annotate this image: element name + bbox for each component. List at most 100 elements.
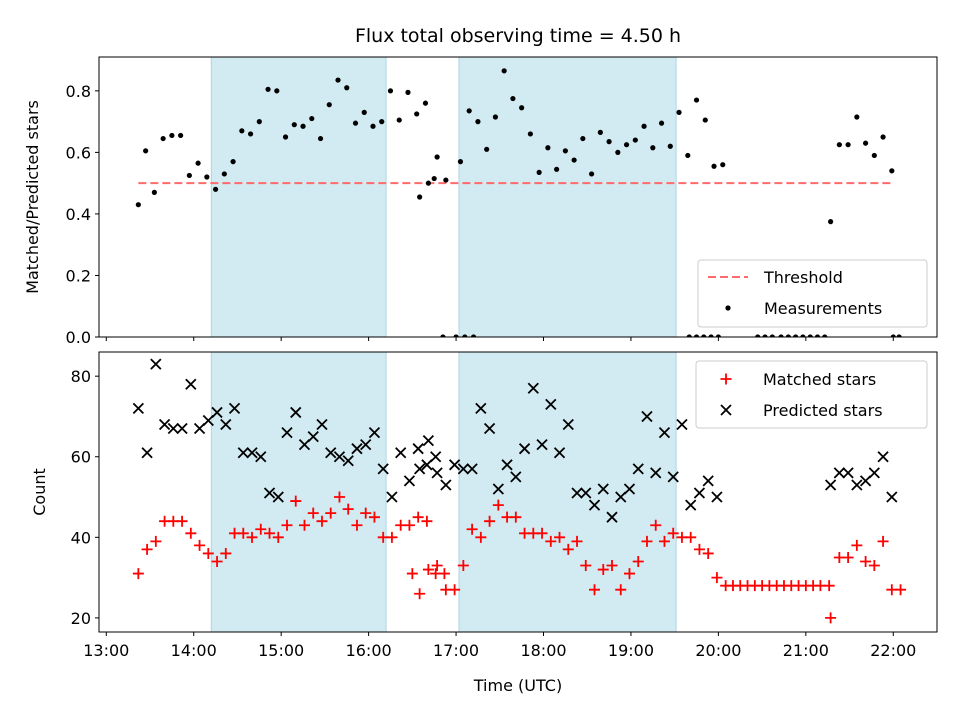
data-point-matched bbox=[132, 568, 144, 580]
data-point bbox=[701, 334, 707, 337]
data-point bbox=[769, 334, 775, 337]
data-point bbox=[186, 172, 192, 179]
data-point bbox=[492, 114, 499, 120]
data-point-predicted bbox=[711, 491, 723, 503]
data-point-predicted bbox=[422, 434, 435, 447]
data-point-predicted bbox=[824, 479, 837, 491]
data-point-matched bbox=[484, 515, 496, 527]
x-tick-label: 19:00 bbox=[608, 641, 654, 660]
data-point-matched bbox=[711, 572, 723, 584]
data-point bbox=[807, 334, 813, 337]
data-point-predicted bbox=[457, 463, 469, 475]
data-point-matched bbox=[220, 547, 232, 559]
data-point-matched bbox=[562, 543, 574, 555]
data-point-predicted bbox=[368, 426, 381, 439]
chart-title: Flux total observing time = 4.50 h bbox=[355, 25, 681, 47]
data-point-matched bbox=[685, 531, 697, 543]
data-point bbox=[527, 131, 533, 137]
data-point-predicted bbox=[475, 402, 487, 415]
data-point-predicted bbox=[228, 402, 241, 415]
data-point-predicted bbox=[185, 378, 197, 390]
data-point-predicted bbox=[623, 483, 636, 495]
data-point-matched bbox=[431, 560, 443, 572]
data-point-matched bbox=[290, 495, 302, 507]
data-point-predicted bbox=[141, 447, 153, 459]
data-point bbox=[352, 120, 359, 126]
shaded-interval bbox=[210, 57, 387, 337]
shaded-interval bbox=[210, 352, 387, 632]
data-point-matched bbox=[414, 588, 426, 600]
data-point bbox=[230, 159, 236, 165]
x-tick-label: 16:00 bbox=[346, 641, 392, 660]
data-point-predicted bbox=[421, 459, 433, 471]
data-point-predicted bbox=[237, 447, 249, 459]
data-point-matched bbox=[510, 511, 522, 523]
data-point bbox=[475, 119, 481, 125]
data-point bbox=[536, 169, 542, 175]
data-point-predicted bbox=[430, 451, 442, 463]
panel-2 bbox=[95, 351, 938, 636]
data-point-matched bbox=[571, 535, 583, 547]
data-point-matched bbox=[606, 560, 618, 572]
data-point bbox=[221, 171, 227, 177]
data-point bbox=[785, 334, 791, 337]
data-point-matched bbox=[589, 584, 601, 596]
data-point bbox=[178, 132, 184, 139]
data-point-matched bbox=[422, 564, 434, 576]
data-point bbox=[422, 100, 429, 106]
data-point-matched bbox=[667, 527, 679, 539]
data-point bbox=[588, 171, 595, 177]
data-point bbox=[571, 157, 577, 163]
axes-frame bbox=[98, 56, 938, 338]
x-tick-label: 15:00 bbox=[258, 641, 304, 660]
data-point bbox=[443, 177, 449, 183]
legend-threshold-label: Threshold bbox=[763, 268, 843, 287]
legend-box bbox=[697, 259, 928, 328]
data-point bbox=[685, 152, 691, 159]
x-tick-label: 17:00 bbox=[433, 641, 479, 660]
data-point-predicted bbox=[606, 511, 618, 523]
data-point-matched bbox=[877, 535, 889, 547]
data-point bbox=[457, 159, 464, 165]
data-point-matched bbox=[438, 568, 450, 580]
data-point bbox=[822, 334, 828, 337]
data-point-matched bbox=[842, 551, 854, 563]
data-point-matched bbox=[412, 511, 424, 523]
data-point bbox=[814, 334, 821, 337]
data-point-matched bbox=[632, 555, 644, 567]
data-point bbox=[282, 134, 289, 140]
data-point-matched bbox=[237, 527, 249, 539]
data-point bbox=[300, 123, 306, 129]
data-point-matched bbox=[211, 555, 223, 567]
data-point-predicted bbox=[833, 467, 845, 479]
data-point-predicted bbox=[351, 443, 363, 455]
data-point-matched bbox=[298, 519, 310, 531]
data-point-predicted bbox=[641, 410, 653, 423]
data-point bbox=[425, 180, 431, 186]
data-point bbox=[470, 334, 477, 337]
data-point-matched bbox=[580, 560, 592, 572]
legend-predicted-label: Predicted stars bbox=[763, 401, 883, 420]
y-tick-label: 0.6 bbox=[66, 143, 91, 162]
data-point-matched bbox=[421, 515, 433, 527]
data-point bbox=[462, 334, 468, 337]
data-point-predicted bbox=[868, 467, 880, 479]
data-point-matched bbox=[281, 519, 293, 531]
data-point-matched bbox=[246, 531, 258, 543]
data-point bbox=[828, 219, 834, 225]
data-point-matched bbox=[536, 527, 548, 539]
data-point-matched bbox=[895, 584, 907, 596]
data-point-predicted bbox=[263, 487, 276, 499]
data-point-matched bbox=[360, 507, 372, 519]
data-point-predicted bbox=[483, 422, 496, 435]
data-point bbox=[466, 108, 472, 114]
data-point-predicted bbox=[246, 447, 258, 459]
data-point bbox=[143, 148, 149, 154]
data-point-predicted bbox=[466, 463, 478, 475]
data-point-predicted bbox=[676, 418, 688, 431]
data-point bbox=[265, 86, 271, 92]
y-tick-label: 0.2 bbox=[66, 266, 91, 285]
data-point bbox=[247, 131, 254, 137]
data-point-predicted bbox=[150, 358, 162, 370]
y-tick-label: 60 bbox=[71, 448, 91, 467]
